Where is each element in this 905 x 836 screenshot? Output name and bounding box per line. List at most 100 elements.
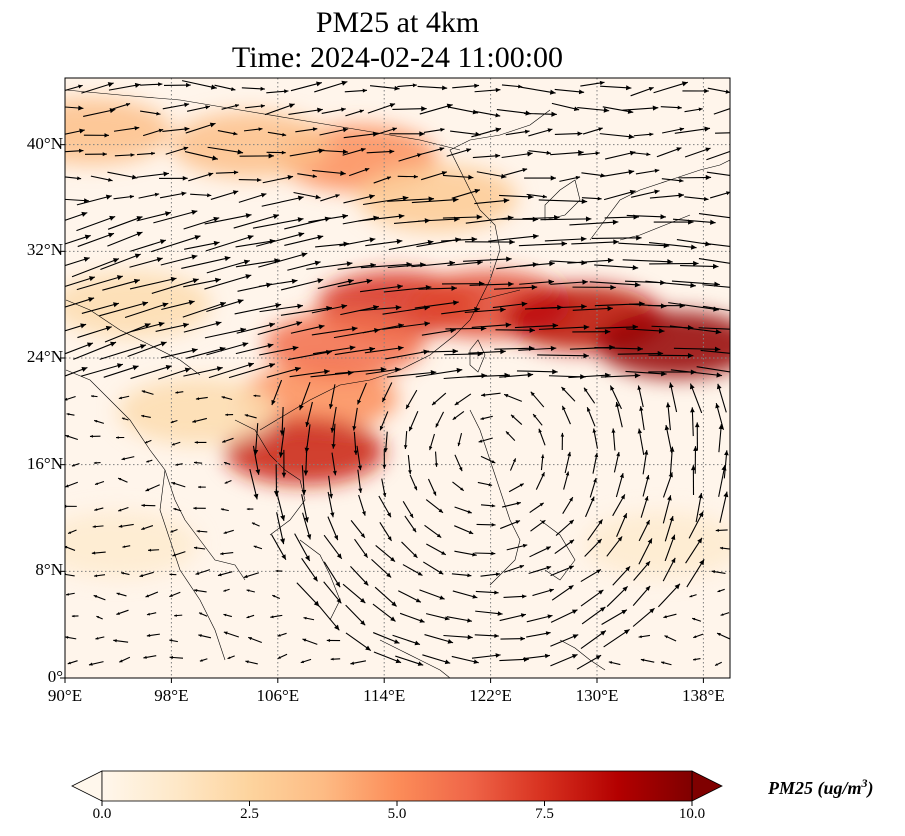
wind-arrow (172, 551, 186, 557)
wind-arrow (528, 128, 553, 137)
wind-arrow (471, 322, 512, 329)
wind-arrow (685, 537, 703, 564)
wind-arrow (91, 551, 106, 555)
pm25-plume-5 (264, 311, 425, 378)
wind-arrow (65, 323, 87, 332)
wind-arrow (698, 258, 730, 264)
wind-arrow (375, 545, 396, 563)
wind-arrow (236, 322, 276, 334)
wind-arrow (503, 168, 528, 176)
wind-arrow (657, 583, 681, 608)
wind-arrow (181, 80, 217, 90)
wind-arrow (312, 345, 356, 355)
wind-arrow (107, 216, 143, 230)
pm25-plume-8 (171, 111, 331, 178)
wind-arrow (76, 194, 112, 206)
wind-arrow (664, 534, 676, 562)
wind-arrow (529, 546, 552, 558)
wind-arrow (130, 239, 167, 252)
wind-arrow (648, 352, 694, 359)
wind-arrow (130, 364, 172, 380)
wind-arrow (65, 234, 91, 245)
wind-arrow (303, 616, 315, 621)
wind-arrow (270, 614, 283, 619)
wind-arrow (331, 452, 337, 476)
wind-arrow (678, 174, 712, 181)
wind-arrow (102, 278, 140, 291)
wind-arrow (253, 545, 263, 550)
wind-arrow (551, 102, 580, 111)
wind-arrow (160, 348, 198, 359)
wind-arrow (608, 661, 621, 666)
wind-arrow (419, 589, 445, 600)
wind-arrow (188, 172, 214, 182)
wind-arrow (364, 345, 404, 354)
wind-arrow (474, 633, 499, 638)
wind-arrow (561, 405, 571, 425)
wind-arrow (290, 324, 325, 334)
wind-arrow (173, 508, 182, 512)
wind-arrow (451, 188, 481, 199)
wind-arrow (220, 552, 234, 556)
wind-arrow (373, 176, 392, 184)
wind-arrow (245, 104, 265, 109)
wind-arrow (500, 520, 521, 530)
wind-arrow (693, 633, 704, 639)
wind-arrow (217, 130, 238, 136)
wind-arrow (356, 445, 363, 471)
wind-arrow (271, 534, 287, 561)
wind-arrow (93, 594, 106, 601)
wind-arrow (645, 280, 696, 288)
wind-arrow (632, 607, 655, 627)
wind-arrow (635, 168, 660, 175)
wind-arrow (702, 305, 730, 312)
wind-arrow (615, 473, 624, 498)
wind-arrow (582, 127, 603, 135)
wind-arrow (277, 632, 287, 637)
wind-arrow (93, 419, 105, 424)
wind-arrow (140, 110, 161, 116)
wind-arrow (169, 591, 181, 598)
wind-arrow (223, 461, 231, 465)
wind-arrow (503, 393, 523, 402)
wind-arrow (572, 305, 613, 312)
wind-arrow (99, 301, 149, 317)
wind-arrow (94, 480, 105, 486)
wind-arrow (471, 653, 501, 659)
wind-arrow (583, 387, 596, 404)
wind-arrow (660, 661, 672, 666)
wind-arrow (323, 534, 343, 560)
wind-arrow (706, 150, 730, 161)
wind-arrow (144, 439, 152, 444)
wind-arrow (140, 82, 163, 87)
wind-arrow (258, 278, 298, 287)
wind-arrow (519, 261, 555, 267)
wind-arrow (314, 80, 348, 93)
wind-arrow (540, 216, 592, 222)
wind-arrow (337, 278, 373, 288)
wind-arrow (296, 582, 320, 607)
colorbar-ticks (101, 801, 693, 806)
wind-arrow (577, 151, 600, 156)
lat-tick-label: 0° (47, 667, 63, 686)
wind-arrow (334, 367, 387, 375)
wind-arrow (684, 147, 711, 158)
wind-arrow (366, 149, 395, 154)
wind-arrow (183, 216, 220, 230)
wind-arrow (383, 431, 388, 453)
wind-arrow (83, 133, 110, 138)
wind-arrow (633, 132, 654, 137)
wind-arrow (592, 452, 599, 474)
wind-arrow (357, 213, 405, 222)
lat-tick-label: 40°N (26, 133, 63, 153)
wind-arrow (600, 373, 641, 379)
wind-arrow (81, 82, 114, 94)
wind-arrow (443, 634, 473, 640)
wind-arrow (107, 231, 143, 247)
wind-arrow (359, 284, 404, 293)
wind-arrow (99, 344, 147, 360)
wind-arrow (442, 214, 483, 220)
wind-arrow (243, 572, 260, 579)
wind-arrow (637, 385, 644, 408)
lat-tick-label: 24°N (26, 347, 63, 366)
